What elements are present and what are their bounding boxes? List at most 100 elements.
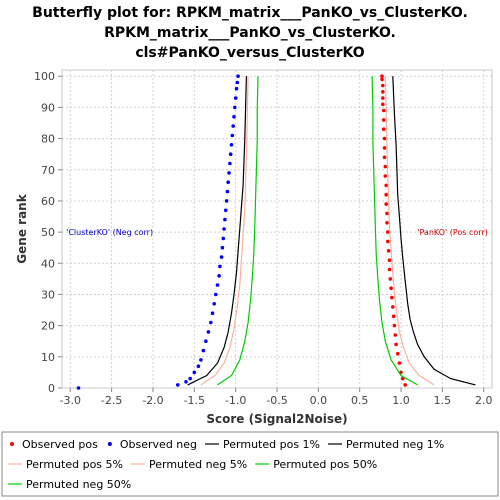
legend-label-permuted-pos-50: Permuted pos 50%	[273, 458, 377, 471]
x-tick-label: 0.5	[351, 394, 369, 407]
data-point-observed-neg	[223, 208, 228, 213]
data-point-observed-pos	[392, 323, 397, 328]
y-tick-label: 80	[41, 133, 55, 146]
data-point-observed-neg	[233, 96, 238, 100]
data-point-observed-neg	[233, 105, 237, 110]
x-tick-label: 1.5	[434, 394, 452, 407]
data-point-observed-pos	[386, 239, 390, 244]
data-point-observed-pos	[384, 192, 389, 197]
data-point-observed-pos	[387, 267, 392, 272]
data-point-observed-neg	[219, 255, 224, 259]
series-permuted-pos-1	[392, 76, 476, 386]
chart-title-line-2: RPKM_matrix___PanKO_vs_ClusterKO.	[104, 25, 396, 41]
data-point-observed-neg	[209, 320, 213, 325]
data-point-observed-pos	[403, 383, 408, 387]
x-tick-label: -2.0	[142, 394, 163, 407]
data-point-observed-pos	[397, 361, 402, 365]
data-point-observed-pos	[393, 333, 398, 337]
data-point-observed-pos	[394, 342, 398, 347]
series-line-permuted-pos-50	[371, 76, 418, 386]
data-point-observed-neg	[231, 124, 235, 128]
y-tick-label: 10	[41, 351, 55, 364]
data-point-observed-pos	[382, 146, 387, 150]
data-point-observed-pos	[380, 77, 384, 82]
y-tick-label: 20	[41, 320, 55, 333]
data-point-observed-neg	[230, 133, 235, 138]
data-point-observed-neg	[212, 302, 216, 306]
series-permuted-pos-50	[371, 76, 418, 386]
series-permuted-pos-5	[384, 76, 435, 386]
annotation-label: 'ClusterKO' (Neg corr)	[66, 228, 153, 237]
data-point-observed-neg	[228, 152, 233, 156]
data-point-observed-pos	[388, 277, 393, 281]
x-tick-label: -1.0	[225, 394, 246, 407]
data-point-observed-pos	[381, 102, 385, 107]
x-tick-label: 1.0	[392, 394, 410, 407]
legend-marker-observed-pos	[10, 442, 14, 446]
data-point-observed-pos	[381, 127, 386, 131]
data-point-observed-neg	[176, 383, 180, 387]
x-axis-label: Score (Signal2Noise)	[206, 412, 347, 426]
series-observed-pos	[380, 74, 408, 387]
y-tick-label: 90	[41, 101, 55, 114]
data-point-observed-pos	[381, 118, 386, 122]
series-line-permuted-neg-50	[217, 76, 259, 386]
data-point-observed-neg	[223, 217, 227, 222]
data-point-observed-neg	[184, 380, 188, 384]
series-permuted-neg-50	[217, 76, 259, 386]
data-point-observed-neg	[206, 330, 211, 334]
data-point-observed-pos	[381, 83, 385, 88]
data-point-observed-neg	[196, 364, 201, 369]
y-tick-label: 40	[41, 257, 55, 270]
data-point-observed-pos	[381, 108, 386, 113]
data-point-observed-neg	[228, 161, 232, 166]
legend-marker-observed-neg	[107, 442, 112, 446]
data-point-observed-neg	[218, 264, 222, 269]
grid	[62, 70, 492, 389]
data-point-observed-pos	[391, 305, 395, 309]
series-permuted-neg-5	[200, 76, 249, 386]
data-point-observed-neg	[220, 245, 225, 250]
data-point-observed-neg	[232, 115, 236, 119]
data-point-observed-pos	[381, 90, 385, 94]
y-tick-label: 60	[41, 195, 55, 208]
x-axis-ticks: -3.0 -2.5 -2.0 -1.5 -1.0 -0.5 0.0 0.5 1.0 1.5 2.0	[60, 388, 492, 407]
legend-box	[1, 431, 499, 497]
chart-title-line-3: cls#PanKO_versus_ClusterKO	[135, 45, 364, 61]
x-tick-label: -1.5	[184, 394, 205, 407]
legend: Observed pos Observed neg Permuted pos 1% P…	[8, 438, 444, 491]
data-point-observed-pos	[383, 164, 388, 169]
chart-title-line-1: Butterfly plot for: RPKM_matrix___PanKO_…	[32, 5, 468, 21]
x-tick-label: -2.5	[101, 394, 122, 407]
data-point-observed-pos	[400, 376, 405, 381]
data-point-observed-pos	[387, 258, 392, 263]
legend-label-permuted-pos-1: Permuted pos 1%	[223, 438, 320, 451]
legend-label-permuted-neg-1: Permuted neg 1%	[346, 438, 444, 451]
y-tick-label: 30	[41, 288, 55, 301]
legend-label-observed-pos: Observed pos	[22, 438, 98, 451]
series-line-permuted-pos-1	[392, 76, 476, 386]
y-tick-label: 50	[41, 226, 55, 239]
data-point-observed-pos	[385, 221, 389, 225]
data-point-observed-neg	[227, 171, 231, 175]
data-point-observed-neg	[235, 80, 240, 85]
y-axis-label: Gene rank	[15, 193, 29, 263]
data-point-observed-pos	[382, 136, 387, 141]
data-point-observed-neg	[236, 74, 240, 78]
y-tick-label: 70	[41, 164, 55, 177]
data-point-observed-neg	[76, 386, 81, 390]
data-point-observed-neg	[217, 274, 221, 278]
data-point-observed-neg	[234, 86, 239, 91]
legend-label-permuted-neg-5: Permuted neg 5%	[149, 458, 247, 471]
data-point-observed-pos	[390, 295, 394, 300]
data-point-observed-neg	[214, 292, 218, 297]
legend-label-permuted-pos-5: Permuted pos 5%	[26, 458, 123, 471]
data-point-observed-pos	[386, 249, 391, 253]
data-point-observed-neg	[188, 376, 192, 381]
legend-label-observed-neg: Observed neg	[120, 438, 197, 451]
x-tick-label: 0.0	[310, 394, 328, 407]
data-point-observed-pos	[391, 314, 396, 319]
series-observed-neg	[76, 74, 240, 390]
y-tick-label: 100	[34, 70, 55, 83]
